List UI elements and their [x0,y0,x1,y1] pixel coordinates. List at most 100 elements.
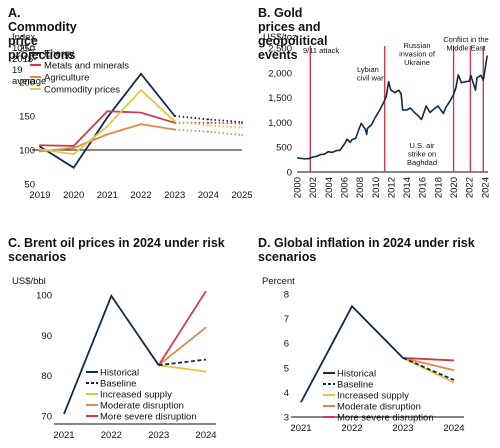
x-tick-label: 2021 [290,423,311,434]
data-point-commodity-prices [207,124,210,127]
y-tick-label: 250 [19,44,35,55]
series-line-more-severe-disruption [157,290,207,366]
y-tick-label: 70 [41,411,52,422]
y-tick-label: 7 [284,314,289,325]
data-point-agriculture [72,147,75,149]
event-label-u-s-air-strike-on-baghdad: U.S. air strike on Baghdad [407,141,437,167]
x-tick-label: 2002 [308,177,319,198]
series-line-commodity-prices [39,88,176,156]
legend-label-more-severe-disruption: More severe disruption [100,412,197,423]
series-line-increased-supply [158,364,207,373]
series-line-more-severe-disruption [402,357,455,362]
y-tick-label: 3 [284,413,289,424]
x-tick-label: 2012 [386,177,397,198]
data-point-agriculture [39,150,41,153]
x-tick-label: 2014 [402,177,413,198]
y-tick-label: 200 [19,78,35,89]
x-tick-label: 2010 [371,177,382,198]
x-tick-label: 2024 [480,177,491,198]
y-tick-label: 4 [284,388,289,399]
x-tick-label: 2023 [148,430,169,441]
x-tick-label: 2004 [324,177,335,198]
data-point-commodity-prices [39,148,41,151]
series-forecast-agriculture [174,128,243,136]
event-label-lybian-civil-war: Lybian civil war [357,65,384,83]
data-point-commodity-prices [241,126,243,129]
legend-label-moderate-disruption: Moderate disruption [337,402,421,413]
series-line-agriculture [39,123,175,153]
data-point-energy [173,115,176,117]
chart-ylabel-b: US$/toz [263,32,297,43]
data-point-metals-and-minerals [39,144,41,147]
data-point-agriculture [241,134,243,136]
x-tick-label: 2020 [449,177,460,198]
x-tick-label: 2022 [101,430,122,441]
x-tick-label: 2019 [29,190,50,201]
y-tick-label: 5 [284,363,289,374]
event-label-9-11-attack: 9/11 attack [303,46,339,55]
data-point-commodity-prices [173,120,176,123]
y-tick-label: 80 [41,371,52,382]
data-point-energy [207,118,210,121]
x-tick-label: 2025 [231,190,252,201]
x-tick-label: 2022 [465,177,476,198]
data-point-energy [241,121,243,124]
legend-label-baseline: Baseline [100,379,136,390]
y-tick-label: 100 [36,291,52,302]
series-line-baseline [158,358,207,367]
data-point-metals-and-minerals [241,122,243,125]
chart-ylabel-c: US$/bbl [12,276,46,287]
y-tick-label: 90 [41,331,52,342]
series-line-gold-price [296,55,489,160]
x-tick-label: 2021 [53,430,74,441]
legend-label-commodity-prices: Commodity prices [44,85,120,96]
data-point-agriculture [140,123,142,126]
x-tick-label: 2021 [97,190,118,201]
legend-label-increased-supply: Increased supply [337,391,409,402]
event-label-conflict-in-the-middle-east: Conflict in the Middle East [443,35,488,53]
chart-title-a: A. Commodity price projections [8,6,77,62]
data-point-commodity-prices [72,153,75,155]
data-point-metals-and-minerals [140,111,142,114]
x-tick-label: 2000 [293,177,304,198]
y-tick-label: 2,000 [268,68,292,79]
data-point-metals-and-minerals [72,145,75,147]
y-tick-label: 100 [19,146,35,157]
series-forecast-energy [174,115,243,124]
data-point-metals-and-minerals [207,121,210,124]
legend-label-increased-supply: Increased supply [100,390,172,401]
y-tick-label: 1,000 [268,118,292,129]
legend-label-baseline: Baseline [337,380,373,391]
y-tick-label: 6 [284,339,289,350]
series-line-baseline [402,357,455,381]
legend-label-metals-and-minerals: Metals and minerals [44,61,129,72]
series-forecast-metals-and-minerals [174,121,243,125]
y-tick-label: 500 [276,143,292,154]
legend-label-moderate-disruption: Moderate disruption [100,401,184,412]
chart-title-b: B. Gold prices and geopolitical events [258,6,328,62]
series-line-historical [63,293,160,415]
series-forecast-commodity-prices [174,120,243,129]
chart-ylabel-d: Percent [262,276,295,287]
legend-label-historical: Historical [337,369,376,380]
legend-label-historical: Historical [100,368,139,379]
x-tick-label: 2022 [130,190,151,201]
x-tick-label: 2023 [164,190,185,201]
data-point-commodity-prices [140,89,142,92]
event-label-russian-invasion-of-ukraine: Russian invasion of Ukraine [399,41,436,67]
y-tick-label: 2,500 [268,44,292,55]
x-tick-label: 2024 [443,423,464,434]
y-tick-label: 50 [24,180,35,191]
data-point-agriculture [207,130,210,133]
y-tick-label: 1,500 [268,93,292,104]
chart-b-svg: 0 500 1,000 1,500 2,000 2,500 2000 2002 2004 2006… [268,35,491,198]
chart-title-d: D. Global inflation in 2024 under risk s… [258,236,475,264]
data-point-agriculture [173,128,176,131]
x-tick-label: 2018 [433,177,444,198]
data-point-energy [39,145,41,148]
series-line-moderate-disruption [402,357,455,372]
legend-label-energy: Energy [44,49,74,60]
series-line-historical [300,304,404,403]
data-point-agriculture [106,133,109,136]
chart-c-svg: 70 80 90 100 2021 2022 2023 2024 HistoricalBasel… [36,290,217,441]
